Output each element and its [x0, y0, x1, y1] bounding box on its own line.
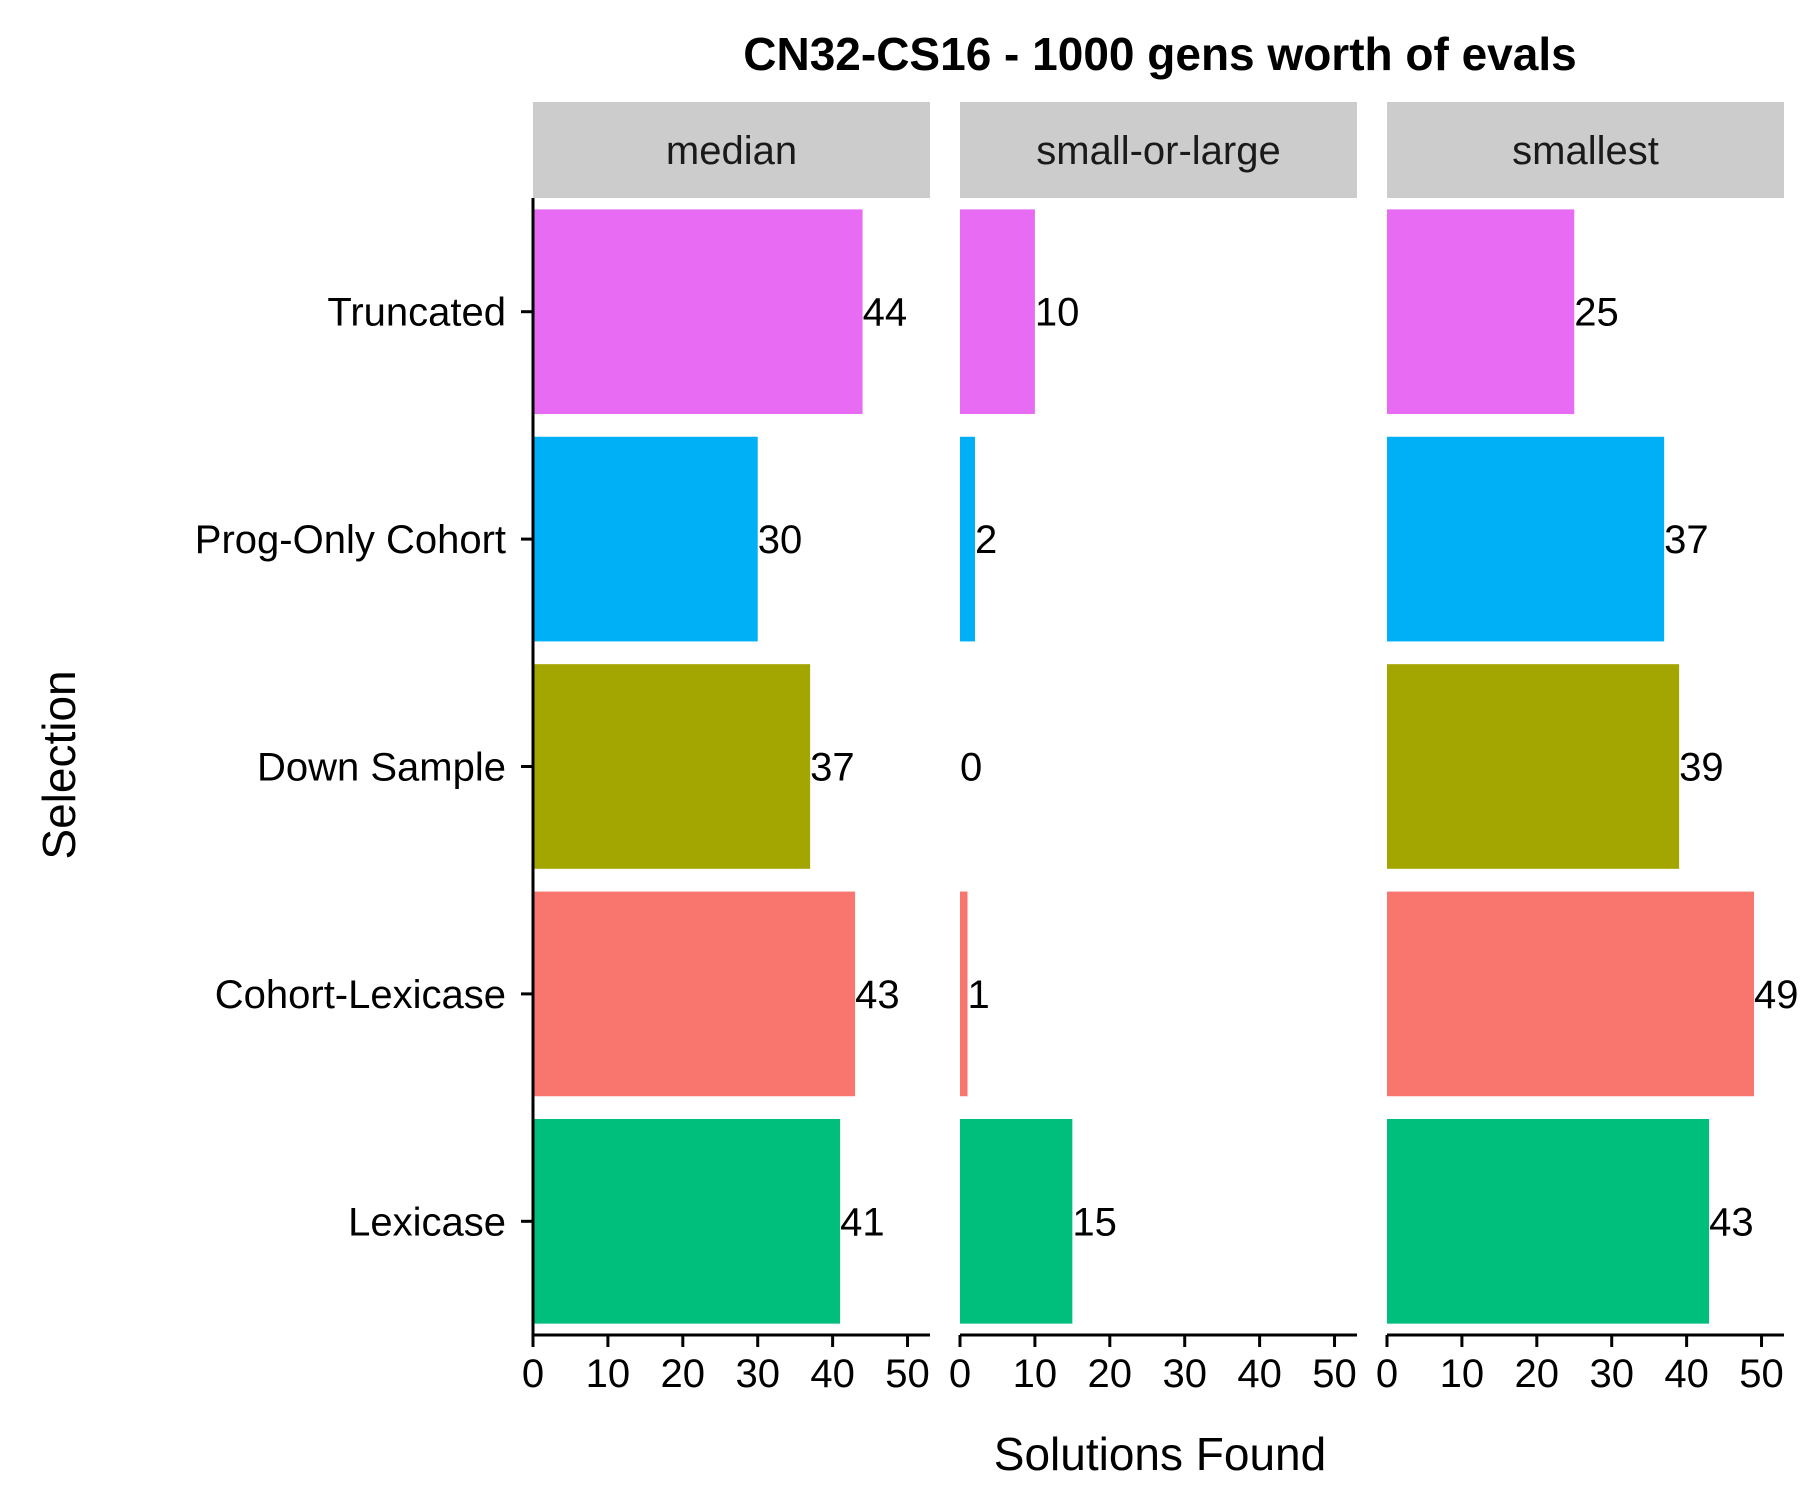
y-axis-title: Selection [33, 670, 85, 859]
data-label-median-cohort-lexicase: 43 [855, 973, 900, 1017]
data-label-median-down-sample: 37 [810, 746, 855, 790]
bar-smallest-truncated [1387, 209, 1575, 415]
data-label-small-or-large-truncated: 10 [1035, 291, 1080, 335]
x-tick-label: 0 [522, 1352, 544, 1396]
y-category-label-lexicase: Lexicase [348, 1200, 506, 1244]
bar-small-or-large-cohort-lexicase [960, 891, 968, 1097]
bar-smallest-lexicase [1387, 1118, 1710, 1324]
x-tick-label: 0 [1376, 1352, 1398, 1396]
data-label-small-or-large-lexicase: 15 [1072, 1200, 1117, 1244]
data-label-median-truncated: 44 [863, 291, 908, 335]
bar-small-or-large-truncated [960, 209, 1035, 415]
x-tick-label: 40 [810, 1352, 855, 1396]
x-tick-label: 20 [1088, 1352, 1133, 1396]
data-label-smallest-lexicase: 43 [1709, 1200, 1754, 1244]
y-category-label-cohort-lexicase: Cohort-Lexicase [215, 973, 506, 1017]
x-tick-label: 50 [1312, 1352, 1357, 1396]
chart-title: CN32-CS16 - 1000 gens worth of evals [743, 28, 1576, 80]
bar-smallest-prog-only-cohort [1387, 436, 1665, 642]
bar-smallest-cohort-lexicase [1387, 891, 1755, 1097]
x-tick-label: 30 [735, 1352, 780, 1396]
bar-median-lexicase [533, 1118, 841, 1324]
data-label-smallest-truncated: 25 [1574, 291, 1619, 335]
bar-median-prog-only-cohort [533, 436, 758, 642]
x-tick-label: 10 [586, 1352, 631, 1396]
bar-median-truncated [533, 209, 863, 415]
x-tick-label: 50 [1739, 1352, 1784, 1396]
x-tick-label: 30 [1162, 1352, 1207, 1396]
x-tick-label: 20 [1515, 1352, 1560, 1396]
x-tick-label: 40 [1237, 1352, 1282, 1396]
facet-smallest: smallest 25 37 39 49 43 0 10 20 30 40 50 [1376, 102, 1799, 1396]
facet-strip [533, 102, 930, 198]
y-axis-categories: Truncated Prog-Only Cohort Down Sample Coho… [195, 198, 535, 1335]
data-label-smallest-cohort-lexicase: 49 [1754, 973, 1799, 1017]
data-label-smallest-down-sample: 39 [1679, 746, 1724, 790]
bar-small-or-large-lexicase [960, 1118, 1073, 1324]
x-tick-label: 30 [1589, 1352, 1634, 1396]
data-label-small-or-large-down-sample: 0 [960, 746, 982, 790]
x-tick-label: 10 [1013, 1352, 1058, 1396]
x-tick-label: 10 [1440, 1352, 1485, 1396]
x-axis-title: Solutions Found [994, 1428, 1326, 1480]
x-tick-label: 0 [949, 1352, 971, 1396]
data-label-median-prog-only-cohort: 30 [758, 518, 803, 562]
x-tick-label: 50 [885, 1352, 930, 1396]
bar-median-down-sample [533, 664, 811, 869]
x-tick-label: 20 [661, 1352, 706, 1396]
y-category-label-down-sample: Down Sample [257, 746, 506, 790]
y-category-label-prog-only-cohort: Prog-Only Cohort [195, 518, 506, 562]
data-label-small-or-large-prog-only-cohort: 2 [975, 518, 997, 562]
bar-smallest-down-sample [1387, 664, 1680, 869]
facet-median: median 44 30 37 43 41 0 10 20 30 40 50 [522, 102, 930, 1396]
facet-strip [960, 102, 1357, 198]
facet-strip-label: median [666, 129, 797, 173]
data-label-median-lexicase: 41 [840, 1200, 885, 1244]
x-tick-label: 40 [1664, 1352, 1709, 1396]
data-label-small-or-large-cohort-lexicase: 1 [967, 973, 989, 1017]
y-category-label-truncated: Truncated [327, 291, 506, 335]
facet-strip [1387, 102, 1784, 198]
bar-median-cohort-lexicase [533, 891, 856, 1097]
data-label-smallest-prog-only-cohort: 37 [1664, 518, 1709, 562]
facet-strip-label: smallest [1512, 129, 1659, 173]
bar-small-or-large-prog-only-cohort [960, 436, 975, 642]
facet-strip-label: small-or-large [1036, 129, 1281, 173]
